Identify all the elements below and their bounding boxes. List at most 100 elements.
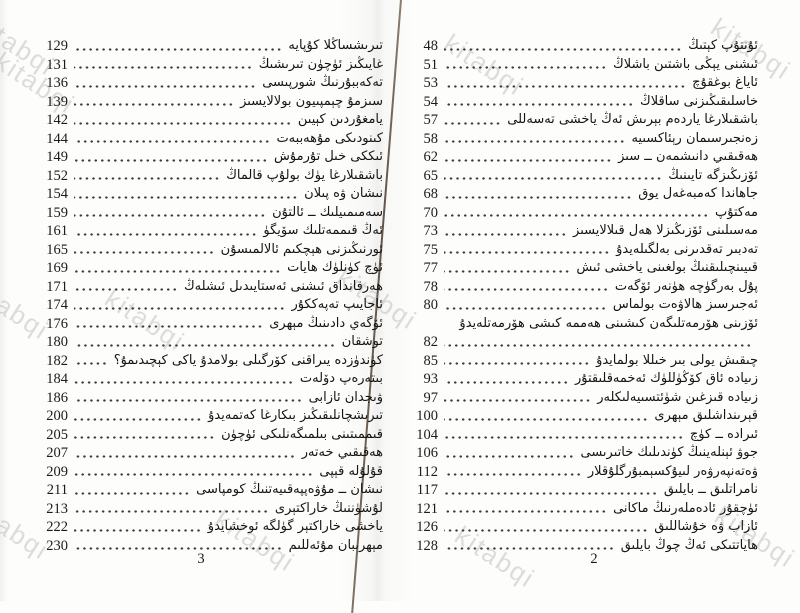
toc-entry-page-number: 104 <box>416 426 438 443</box>
leader-dots <box>444 47 683 51</box>
toc-entry-page-number: 129 <box>46 38 68 54</box>
toc-entry-title: ئەجىرسىز ھالاۋەت بولماس <box>612 297 758 312</box>
toc-entry-title: ئىككى خىل تۇرمۇش <box>274 149 383 164</box>
leader-dots <box>444 399 592 402</box>
toc-entry-title: كىنودىكى مۇھەببەت <box>276 130 383 146</box>
leader-dots <box>444 232 568 236</box>
toc-entry-row: تەدبىر تەقدىرنى بەلگىلەيدۇ 75 <box>406 241 759 260</box>
leader-dots <box>444 510 608 513</box>
leader-dots <box>444 84 687 88</box>
toc-entry-page-number: 82 <box>423 334 439 350</box>
toc-entry-row: ئىشنى يېڭى باشتىن باشلاڭ 51 <box>406 56 759 75</box>
toc-entry-title: نىشان ــ مۇۋەپپەقىيەتنىڭ كومپاسى <box>196 482 383 497</box>
leader-dots <box>74 547 283 550</box>
toc-entry-title: مېھرىبان مۇئەللىم <box>288 537 383 553</box>
leader-dots <box>74 214 267 217</box>
toc-entry-row: سەمىمىيلىك ــ ئالتۇن 159 <box>36 204 383 223</box>
toc-entry-title: يامغۇردىن كېيىن <box>297 112 383 127</box>
toc-entry-row: مەسىلىنى ئۆزىڭىزلا ھەل قىلالايسىز 73 <box>406 222 759 241</box>
toc-entry-page-number: 136 <box>46 75 68 91</box>
toc-entry-row: كۈندۈزدە يىراقنى كۆرگىلى بولامدۇ ياكى كې… <box>36 352 383 371</box>
leader-dots <box>74 436 216 439</box>
toc-entry-row: بىتەرەپ دۆلەت 184 <box>36 370 383 389</box>
toc-entry-page-number: 222 <box>46 519 68 535</box>
toc-entry-page-number: 211 <box>46 482 68 498</box>
toc-entry-row: ئازاب ۋە خۇشاللىق 126 <box>406 518 758 537</box>
toc-entry-row: باشقىلارغا ياردەم بېرىش ئەڭ ياخشى تەسەلل… <box>406 111 759 130</box>
toc-entry-title: لۇشۈننىڭ خاراكتېرى <box>274 500 383 516</box>
leader-dots <box>74 66 253 69</box>
leader-dots <box>74 251 215 254</box>
toc-entry-title: سىزمۇ چېمپىيون بولالايسىز <box>240 93 383 109</box>
toc-entry-page-number: 97 <box>423 389 439 406</box>
toc-entry-page-number: 75 <box>423 241 439 258</box>
leader-dots <box>74 121 292 125</box>
leader-dots <box>74 140 271 143</box>
toc-entry-title: ئۆزىنى ھۆرمەتلىگەن كىشىنى ھەممە كىشى ھۆر… <box>459 315 758 331</box>
toc-entry-page-number: 176 <box>46 315 68 332</box>
toc-entry-row: مەكتۇپ 70 <box>406 204 759 223</box>
leader-dots <box>444 177 663 180</box>
leader-dots <box>74 177 221 180</box>
toc-entry-title: قىيىنچىلىقنىڭ بولغىنى ياخشى ئىش <box>576 260 758 275</box>
toc-entry-row: ئۇنتۇپ كېتىڭ 48 <box>406 37 759 56</box>
toc-entry-page-number: 165 <box>46 241 68 258</box>
toc-entry-title: ئۈچ كۈنلۈك ھايات <box>287 260 383 275</box>
leader-dots <box>444 195 633 199</box>
leader-dots <box>74 288 178 291</box>
toc-entry-row: ۋىجدان ئازابى 186 <box>36 389 383 408</box>
leader-dots <box>444 306 607 310</box>
toc-entry-title: نىشان ۋە پىلان <box>304 186 383 201</box>
toc-entry-title: سەمىمىيلىك ــ ئالتۇن <box>272 204 383 220</box>
toc-entry-title: تەدبىر تەقدىرنى بەلگىلەيدۇ <box>616 241 758 257</box>
toc-entry-row: ئىرادە ــ كۈچ 104 <box>406 426 758 445</box>
toc-entry-page-number: 142 <box>46 112 68 128</box>
toc-entry-title: زىيادە ئاق كۆڭۈللۈك ئەخمەقلىقتۇر <box>575 371 758 386</box>
leader-dots <box>74 491 191 495</box>
toc-entry-row: غايىڭىز ئۈچۈن تىرىشىڭ 131 <box>36 56 383 75</box>
leader-dots <box>74 195 299 199</box>
toc-entry-row: جاھاندا كەمبەغەل يوق 68 <box>406 185 759 204</box>
leader-dots <box>74 103 235 106</box>
leader-dots <box>444 547 615 550</box>
toc-entry-row: ھاياتتىكى ئەڭ چوڭ بايلىق 128 <box>406 537 758 556</box>
toc-entry-page-number: 180 <box>46 334 68 350</box>
toc-entry-title: ئۇنتۇپ كېتىڭ <box>688 38 758 53</box>
toc-entry-page-number: 121 <box>416 500 438 517</box>
toc-entry-title: ئاجايىپ تەپەككۇر <box>291 297 383 312</box>
toc-entry-title: مەكتۇپ <box>715 204 758 220</box>
leader-dots <box>444 103 634 106</box>
toc-entry-title: زىيادە قىزغىن شۈئتسىيەلىكلەر <box>597 389 758 405</box>
toc-entry-row: لۇشۈننىڭ خاراكتېرى 213 <box>36 500 383 519</box>
toc-entry-page-number: 200 <box>46 408 68 424</box>
toc-entry-page-number: 77 <box>423 260 439 276</box>
toc-entry-row: تەكەببۇرنىڭ شورپىسى 136 <box>36 74 383 93</box>
scan-left-edge-shadow <box>0 0 8 601</box>
leader-dots <box>74 84 257 88</box>
toc-entry-row: ھەرقانداق ئىشنى ئەستايىدىل ئىشلەڭ 171 <box>36 278 383 297</box>
toc-entry-page-number: 174 <box>46 297 68 313</box>
toc-entry-row: ئۈچ كۈنلۈك ھايات 169 <box>36 259 383 278</box>
toc-entry-title: ئەڭ قىممەتلىك سۆيگۈ <box>263 223 383 238</box>
toc-entry-title: نامراتلىق ــ بايلىق <box>663 482 758 497</box>
toc-entry-row: ئورنىڭىزنى ھېچكىم ئالالمىسۇن 165 <box>36 241 383 260</box>
toc-entry-row: ھەقىقىي دانىشمەن ــ سىز 62 <box>406 148 759 167</box>
toc-entry-title: باشقىلارغا يۈك بولۇپ قالماڭ <box>226 167 383 183</box>
toc-entry-row: قىممىتىنى بىلمىگەنلىكى ئۈچۈن 205 <box>36 426 383 445</box>
toc-entry-page-number: 58 <box>423 130 439 147</box>
toc-entry-title: تىرىشچانلىقىڭىز بىكارغا كەتمەيدۇ <box>208 408 383 423</box>
toc-entry-row: 82 <box>406 333 758 352</box>
toc-entry-page-number: 85 <box>423 352 439 369</box>
toc-entry-title: ھەرقانداق ئىشنى ئەستايىدىل ئىشلەڭ <box>183 278 383 294</box>
toc-entry-title: ۋىجدان ئازابى <box>308 389 383 405</box>
leader-dots <box>444 528 649 532</box>
toc-entry-row: ئۈچقۇر ئادەملەرنىڭ ماكانى 121 <box>406 500 758 519</box>
toc-entry-title: غايىڭىز ئۈچۈن تىرىشىڭ <box>258 56 383 72</box>
toc-entry-page-number: 161 <box>46 223 68 239</box>
toc-entry-row: پۇل بەرگۈچە ھۈنەر ئۆگەت 78 <box>406 278 759 297</box>
leader-dots <box>444 491 658 495</box>
toc-entry-page-number: 213 <box>46 500 68 517</box>
leader-dots <box>444 121 502 125</box>
right-page-contents: ئۇنتۇپ كېتىڭ 48 ئىشنى يېڭى باشتىن باشلاڭ 51… <box>406 37 758 555</box>
toc-entry-row: خاسلىقىڭىزنى ساقلاڭ 54 <box>406 93 759 112</box>
